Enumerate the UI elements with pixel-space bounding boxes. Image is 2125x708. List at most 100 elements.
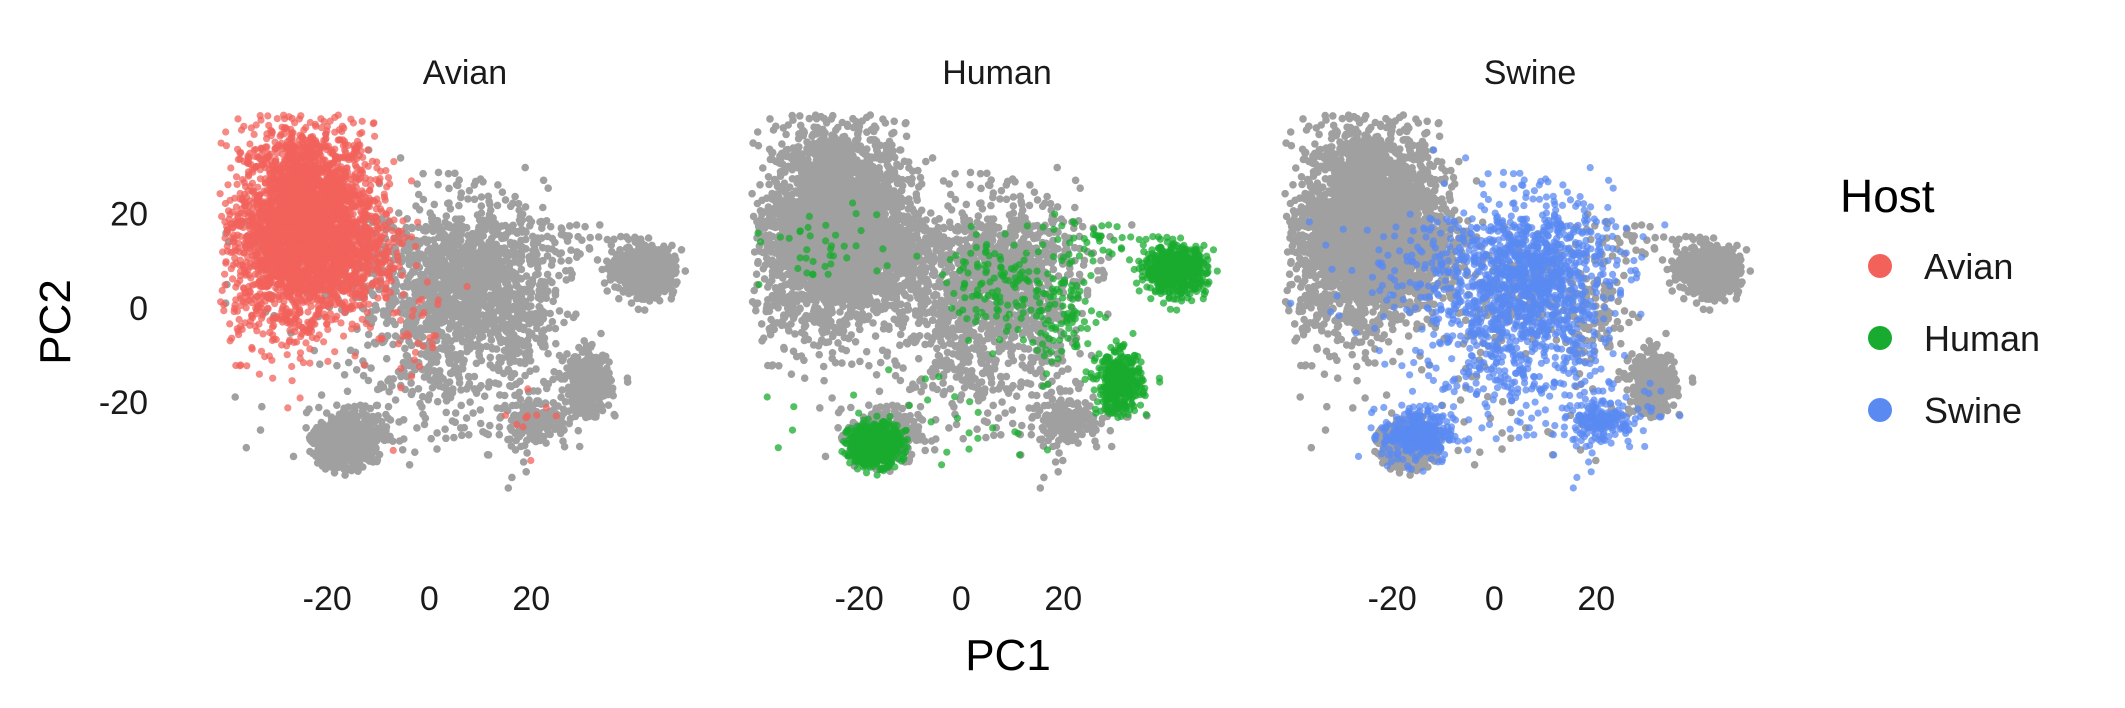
data-point <box>493 404 501 412</box>
data-point <box>471 274 479 282</box>
data-point <box>486 422 494 430</box>
data-point <box>511 193 519 201</box>
data-point <box>316 360 324 368</box>
data-point <box>540 433 548 441</box>
data-point <box>527 357 535 365</box>
data-point <box>522 203 530 211</box>
data-point <box>463 414 471 422</box>
data-point <box>544 233 552 241</box>
data-point <box>354 467 362 475</box>
data-point <box>313 450 321 458</box>
data-point <box>611 412 619 420</box>
data-point <box>527 260 535 268</box>
data-point <box>496 423 504 431</box>
data-point <box>258 403 266 411</box>
data-point <box>605 369 613 377</box>
data-point <box>487 354 495 362</box>
data-point <box>517 299 525 307</box>
data-point <box>420 196 428 204</box>
data-point <box>526 367 534 375</box>
data-point <box>440 289 448 297</box>
data-point <box>445 221 453 229</box>
data-point <box>540 423 548 431</box>
data-point <box>624 378 632 386</box>
data-point <box>406 461 414 469</box>
data-point <box>447 394 455 402</box>
data-point <box>554 402 562 410</box>
data-point <box>477 175 485 183</box>
data-point <box>599 407 607 415</box>
data-point <box>363 455 371 463</box>
data-point <box>475 349 483 357</box>
data-point <box>344 388 352 396</box>
data-point <box>545 380 553 388</box>
data-point <box>243 444 251 452</box>
data-point <box>478 202 486 210</box>
data-point <box>525 347 533 355</box>
data-point <box>556 307 564 315</box>
data-point <box>455 321 463 329</box>
data-point <box>422 227 430 235</box>
data-point <box>556 352 564 360</box>
data-point <box>464 195 472 203</box>
data-point <box>472 261 480 269</box>
data-point <box>427 314 435 322</box>
data-point <box>574 233 582 241</box>
data-point <box>458 432 466 440</box>
data-point <box>682 267 690 275</box>
data-point <box>288 363 295 370</box>
data-point <box>313 424 321 432</box>
data-point <box>539 244 547 252</box>
data-point <box>553 424 561 432</box>
data-point <box>496 231 504 239</box>
data-point <box>449 417 457 425</box>
data-point <box>671 262 679 270</box>
data-point <box>341 447 349 455</box>
data-point <box>413 424 421 432</box>
data-point <box>465 431 473 439</box>
data-point <box>395 209 403 217</box>
data-point <box>392 396 400 404</box>
data-point <box>487 331 495 339</box>
data-point <box>466 398 474 406</box>
data-point <box>459 360 467 368</box>
data-point <box>361 422 369 430</box>
data-point <box>668 295 676 303</box>
data-point <box>427 435 435 443</box>
data-point <box>537 278 545 286</box>
data-point <box>401 345 409 353</box>
data-point <box>317 437 325 445</box>
data-point <box>617 275 625 283</box>
data-point <box>536 304 544 312</box>
data-point <box>544 271 552 279</box>
data-point <box>512 250 520 258</box>
data-point <box>463 242 471 250</box>
data-point <box>428 376 436 384</box>
data-point <box>257 426 265 434</box>
data-point <box>588 341 596 349</box>
data-point <box>494 202 502 210</box>
data-point <box>349 428 357 436</box>
data-point <box>505 293 513 301</box>
data-point <box>472 292 480 300</box>
data-point <box>623 233 631 241</box>
data-point <box>548 261 556 269</box>
data-point <box>408 391 416 399</box>
data-point <box>380 307 388 315</box>
data-point <box>435 280 443 288</box>
data-point <box>603 287 611 295</box>
data-point <box>509 200 517 208</box>
data-point <box>419 411 427 419</box>
data-point <box>449 385 457 393</box>
data-point <box>456 292 464 300</box>
data-point <box>485 254 493 262</box>
data-point <box>290 453 298 461</box>
data-point <box>597 374 605 382</box>
data-point <box>443 212 451 220</box>
data-point <box>507 239 515 247</box>
data-point <box>487 267 495 275</box>
data-point <box>411 448 419 456</box>
data-point <box>483 278 491 286</box>
data-point <box>329 451 337 459</box>
